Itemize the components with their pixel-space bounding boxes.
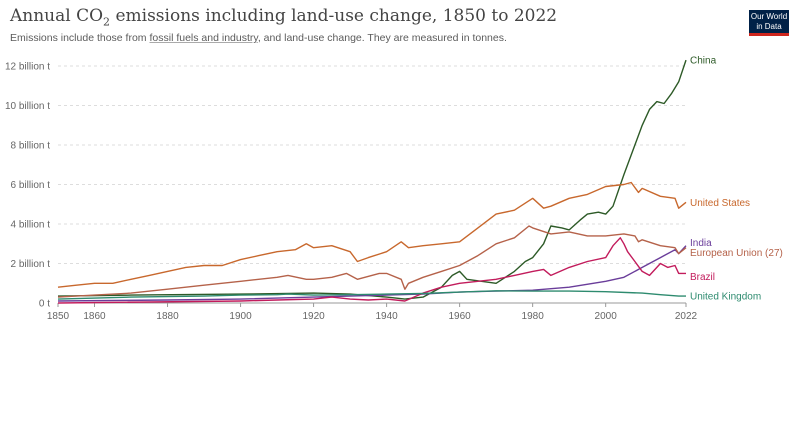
y-tick-label: 6 billion t (11, 180, 51, 191)
x-tick-label: 1920 (302, 311, 325, 322)
y-tick-label: 10 billion t (5, 101, 50, 112)
series-label: United Kingdom (690, 292, 761, 303)
axis-layer: 0 t 2 billion t 4 billion t 6 billion t 8 bi… (5, 62, 698, 323)
series-line-european-union-27- (57, 225, 687, 298)
x-tick-label: 1880 (156, 311, 179, 322)
x-tick-label: 1960 (449, 311, 472, 322)
x-tick-label: 1900 (229, 311, 252, 322)
series-label: China (690, 56, 717, 67)
y-tick-label: 2 billion t (11, 259, 51, 270)
series-line-india (57, 245, 687, 302)
x-tick-label: 2000 (595, 311, 618, 322)
series-line-china (57, 59, 687, 300)
x-tick-label: 1850 (47, 311, 70, 322)
y-tick-label: 12 billion t (5, 62, 50, 73)
y-tick-label: 8 billion t (11, 141, 51, 152)
x-tick-label: 1860 (83, 311, 106, 322)
grid-layer (58, 65, 686, 304)
y-tick-label: 4 billion t (11, 220, 51, 231)
fossil-fuels-link[interactable]: fossil fuels and industry (149, 32, 258, 44)
series-label: European Union (27) (690, 248, 783, 259)
series-label: United States (690, 198, 750, 209)
series-line-brazil (57, 237, 686, 304)
x-tick-label: 1980 (522, 311, 545, 322)
chart-title: Annual CO2 emissions including land-use … (10, 6, 558, 29)
series-label: Brazil (690, 272, 715, 283)
series-line-united-states (57, 181, 687, 288)
x-tick-label: 2022 (675, 311, 698, 322)
y-tick-label: 0 t (39, 299, 50, 310)
series-line-united-kingdom (57, 290, 686, 300)
series-layer (57, 59, 687, 304)
series-label: India (690, 238, 712, 249)
x-tick-label: 1940 (375, 311, 398, 322)
chart-subtitle: Emissions include those from fossil fuel… (10, 32, 507, 44)
owid-logo[interactable]: Our World in Data (749, 10, 789, 36)
